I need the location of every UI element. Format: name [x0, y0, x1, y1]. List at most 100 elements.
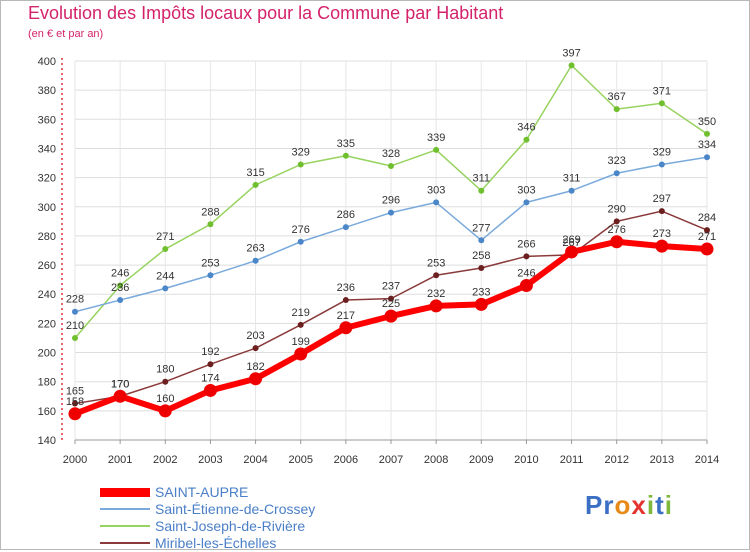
data-point-miribel-les-echelles [207, 361, 214, 368]
data-point-miribel-les-echelles [433, 272, 440, 279]
data-label-saint-etienne-de-crossey: 334 [698, 139, 716, 151]
data-point-saint-etienne-de-crossey [297, 238, 304, 245]
data-label-saint-joseph-de-riviere: 367 [608, 91, 626, 103]
x-tick-label: 2013 [650, 454, 674, 466]
logo-letter: o [614, 490, 632, 520]
data-point-saint-aupre [113, 389, 127, 403]
data-label-saint-joseph-de-riviere: 311 [473, 173, 491, 185]
data-point-miribel-les-echelles [478, 264, 485, 271]
x-tick-label: 2004 [243, 454, 267, 466]
y-tick-label: 160 [38, 406, 56, 418]
data-point-saint-joseph-de-riviere [478, 187, 485, 194]
chart-title: Evolution des Impôts locaux pour la Comm… [28, 3, 504, 23]
x-tick-label: 2009 [469, 454, 493, 466]
data-label-saint-aupre: 174 [201, 372, 219, 384]
x-tick-label: 2005 [288, 454, 312, 466]
data-point-saint-etienne-de-crossey [658, 161, 665, 168]
x-tick-label: 2001 [108, 454, 132, 466]
chart-subtitle: (en € et par an) [28, 28, 104, 40]
data-point-miribel-les-echelles [342, 297, 349, 304]
data-label-saint-joseph-de-riviere: 315 [246, 167, 264, 179]
data-point-saint-aupre [68, 407, 82, 421]
data-label-saint-etienne-de-crossey: 263 [246, 243, 264, 255]
data-point-miribel-les-echelles [72, 400, 78, 407]
logo-letter: P [585, 490, 604, 520]
y-tick-label: 200 [38, 348, 56, 360]
legend-swatch [100, 508, 150, 510]
data-point-saint-etienne-de-crossey [252, 257, 259, 264]
y-tick-label: 360 [38, 114, 56, 126]
data-label-saint-aupre: 158 [66, 396, 84, 408]
data-label-saint-aupre: 170 [111, 378, 129, 390]
data-label-saint-aupre: 182 [246, 361, 264, 373]
data-point-miribel-les-echelles [658, 208, 665, 215]
data-label-saint-aupre: 225 [382, 298, 400, 310]
data-label-saint-joseph-de-riviere: 335 [337, 138, 355, 150]
data-point-miribel-les-echelles [613, 218, 620, 225]
data-point-saint-aupre [519, 278, 533, 292]
x-tick-label: 2002 [153, 454, 177, 466]
data-label-saint-etienne-de-crossey: 323 [608, 155, 626, 167]
data-label-miribel-les-echelles: 253 [427, 257, 445, 269]
data-label-saint-joseph-de-riviere: 346 [517, 122, 535, 134]
data-label-miribel-les-echelles: 180 [156, 364, 174, 376]
data-point-saint-etienne-de-crossey [72, 308, 78, 315]
data-label-saint-joseph-de-riviere: 350 [698, 116, 716, 128]
logo-letter: i [646, 490, 656, 520]
data-label-miribel-les-echelles: 203 [246, 330, 264, 342]
data-point-saint-joseph-de-riviere [523, 136, 530, 143]
data-label-miribel-les-echelles: 266 [517, 238, 535, 250]
data-label-miribel-les-echelles: 165 [66, 386, 84, 398]
data-point-saint-joseph-de-riviere [433, 146, 440, 153]
data-point-saint-etienne-de-crossey [388, 209, 394, 216]
data-point-saint-etienne-de-crossey [433, 199, 440, 206]
data-label-miribel-les-echelles: 258 [472, 250, 490, 262]
legend-swatch [100, 542, 150, 544]
data-label-saint-joseph-de-riviere: 328 [382, 148, 400, 160]
data-label-saint-etienne-de-crossey: 228 [66, 294, 84, 306]
data-label-saint-joseph-de-riviere: 271 [156, 231, 174, 243]
data-point-saint-joseph-de-riviere [704, 130, 710, 137]
data-point-saint-etienne-de-crossey [117, 297, 124, 304]
data-point-saint-aupre [203, 383, 217, 397]
x-tick-label: 2012 [604, 454, 628, 466]
y-tick-label: 260 [38, 260, 56, 272]
data-point-saint-etienne-de-crossey [342, 224, 349, 231]
data-point-saint-aupre [700, 242, 714, 256]
data-point-miribel-les-echelles [388, 295, 394, 302]
data-point-saint-joseph-de-riviere [207, 221, 214, 228]
data-point-saint-aupre [474, 297, 488, 311]
data-label-saint-etienne-de-crossey: 236 [111, 282, 129, 294]
data-label-miribel-les-echelles: 284 [698, 212, 716, 224]
logo-letter: r [603, 490, 615, 520]
data-point-miribel-les-echelles [523, 253, 530, 260]
data-point-saint-joseph-de-riviere [658, 100, 665, 107]
legend-label: Miribel-les-Échelles [155, 535, 277, 551]
data-label-miribel-les-echelles: 192 [201, 346, 219, 358]
data-label-saint-etienne-de-crossey: 276 [292, 224, 310, 236]
legend-label: Saint-Joseph-de-Rivière [155, 518, 306, 534]
y-tick-label: 180 [38, 377, 56, 389]
y-tick-label: 280 [38, 231, 56, 243]
data-label-miribel-les-echelles: 236 [337, 282, 355, 294]
data-label-saint-aupre: 273 [653, 228, 671, 240]
data-label-miribel-les-echelles: 267 [562, 237, 580, 249]
logo-letter: x [631, 490, 647, 520]
x-tick-label: 2003 [198, 454, 222, 466]
data-label-saint-aupre: 233 [472, 286, 490, 298]
data-point-saint-joseph-de-riviere [568, 62, 575, 69]
data-point-saint-joseph-de-riviere [613, 106, 620, 113]
data-label-saint-aupre: 269 [562, 234, 580, 246]
x-tick-label: 2006 [334, 454, 358, 466]
data-label-saint-joseph-de-riviere: 339 [427, 132, 445, 144]
data-point-saint-joseph-de-riviere [162, 246, 169, 253]
data-point-saint-etienne-de-crossey [568, 187, 575, 194]
data-label-saint-aupre: 217 [337, 310, 355, 322]
data-label-saint-etienne-de-crossey: 277 [472, 222, 490, 234]
data-label-saint-aupre: 271 [698, 231, 716, 243]
data-point-saint-joseph-de-riviere [342, 152, 349, 159]
data-point-saint-aupre [158, 404, 172, 418]
data-label-saint-aupre: 232 [427, 288, 445, 300]
data-label-miribel-les-echelles: 219 [292, 307, 310, 319]
